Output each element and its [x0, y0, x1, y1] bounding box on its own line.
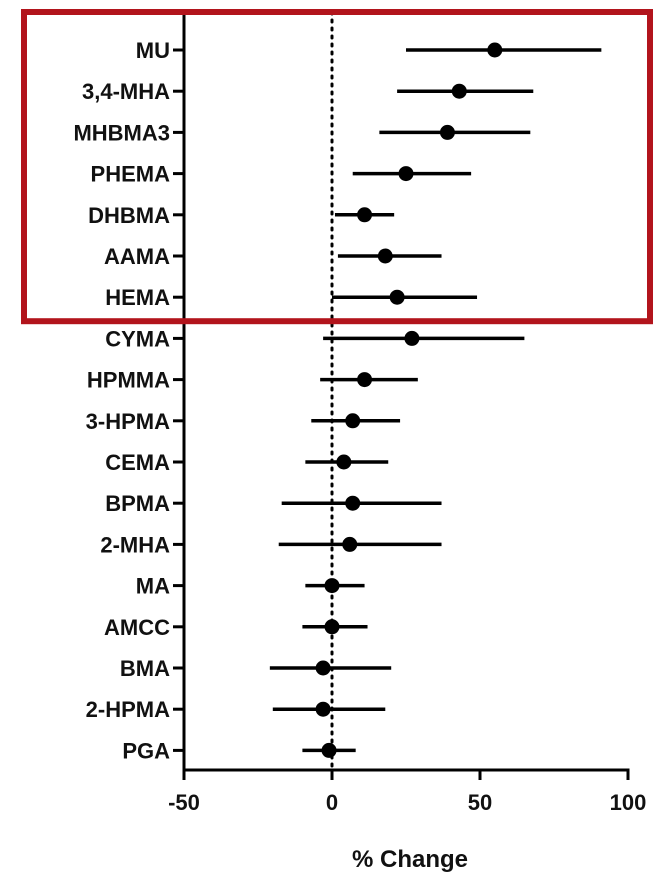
- category-label: HEMA: [105, 285, 170, 310]
- axes: -50 0 50 100 MU 3,4-MHA MHBMA3 PHEMA DHBMA AAMA HE…: [73, 12, 646, 815]
- category-label: AAMA: [104, 244, 170, 269]
- x-tick-label: 0: [326, 790, 338, 815]
- category-label: 3-HPMA: [86, 409, 170, 434]
- point-estimate: [345, 413, 361, 429]
- highlight-box: [21, 9, 653, 325]
- point-estimate: [377, 248, 393, 264]
- point-estimate: [389, 289, 405, 305]
- category-label: MHBMA3: [73, 120, 170, 145]
- point-estimate: [357, 372, 373, 388]
- x-tick-label: -50: [168, 790, 200, 815]
- point-estimate: [321, 742, 337, 758]
- point-estimate: [357, 207, 373, 223]
- category-label: 2-MHA: [100, 532, 170, 557]
- category-label: BPMA: [105, 491, 170, 516]
- x-tick-label: 100: [610, 790, 647, 815]
- category-label: 3,4-MHA: [82, 79, 170, 104]
- point-estimate: [342, 536, 358, 552]
- category-label: MA: [136, 574, 170, 599]
- point-estimate: [324, 619, 340, 635]
- category-label: PGA: [122, 738, 170, 763]
- point-estimate: [404, 330, 420, 346]
- point-estimate: [345, 495, 361, 511]
- point-estimate: [315, 660, 331, 676]
- data-marks: [269, 42, 602, 758]
- category-label: HPMMA: [87, 368, 170, 393]
- category-label: MU: [136, 38, 170, 63]
- point-estimate: [487, 42, 503, 58]
- point-estimate: [324, 578, 340, 594]
- x-tick-label: 50: [468, 790, 492, 815]
- point-estimate: [336, 454, 352, 470]
- category-label: PHEMA: [91, 162, 171, 187]
- category-label: AMCC: [104, 615, 170, 640]
- category-label: CYMA: [105, 326, 170, 351]
- category-label: 2-HPMA: [86, 697, 170, 722]
- category-label: BMA: [120, 656, 170, 681]
- category-label: DHBMA: [88, 203, 170, 228]
- point-estimate: [439, 124, 455, 140]
- category-label: CEMA: [105, 450, 170, 475]
- x-axis-title: % Change: [352, 846, 468, 873]
- point-estimate: [451, 83, 467, 99]
- point-estimate: [315, 701, 331, 717]
- point-estimate: [398, 166, 414, 182]
